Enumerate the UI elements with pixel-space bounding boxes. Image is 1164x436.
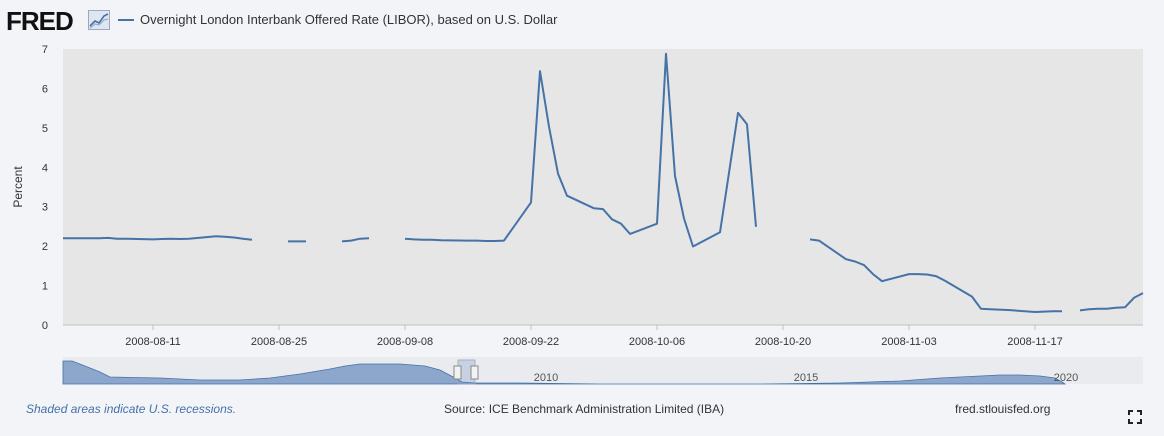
y-tick-label: 6 (42, 83, 48, 95)
y-tick-label: 3 (42, 202, 48, 214)
legend-swatch (118, 18, 134, 21)
navigator[interactable]: 2010 2015 2020 (62, 357, 1143, 385)
chart-line-icon (88, 10, 110, 30)
x-tick-label: 2008-08-11 (125, 336, 180, 348)
source-note: Source: ICE Benchmark Administration Lim… (444, 402, 725, 416)
fred-logo[interactable]: FRED (6, 6, 74, 36)
navigator-area (62, 360, 1067, 385)
y-tick-label: 4 (42, 162, 48, 174)
y-tick-label: 2 (42, 241, 48, 253)
series-lines (63, 52, 1144, 313)
chart-header: FRED Overnight London Interbank Offered … (0, 0, 1164, 40)
x-tick-label: 2008-11-03 (881, 336, 936, 348)
x-tick-label: 2008-09-08 (377, 336, 433, 348)
y-axis-label: Percent (11, 166, 25, 208)
series-line[interactable] (341, 237, 370, 243)
navigator-right-handle[interactable] (470, 365, 479, 380)
x-tick-label: 2008-09-22 (503, 336, 559, 348)
y-tick-label: 5 (42, 123, 48, 135)
navigator-tick-label: 2015 (794, 372, 818, 384)
y-tick-label: 7 (42, 44, 48, 56)
series-line[interactable] (809, 238, 1062, 313)
y-tick-label: 0 (42, 320, 48, 332)
series-line[interactable] (1079, 292, 1144, 312)
series-line[interactable] (404, 52, 757, 248)
x-tick-label: 2008-10-20 (755, 336, 811, 348)
series-line[interactable] (63, 235, 253, 241)
x-axis: 2008-08-11 2008-08-25 2008-09-08 2008-09-22… (125, 325, 1063, 348)
fullscreen-icon[interactable] (1128, 410, 1142, 424)
y-tick-label: 1 (42, 281, 48, 293)
fred-url[interactable]: fred.stlouisfed.org (955, 402, 1051, 416)
x-tick-label: 2008-11-17 (1007, 336, 1062, 348)
navigator-tick-label: 2010 (534, 372, 558, 384)
y-axis: 0 1 2 3 4 5 6 7 (42, 44, 48, 332)
navigator-tick-label: 2020 (1054, 372, 1078, 384)
x-tick-label: 2008-08-25 (251, 336, 307, 348)
chart-legend[interactable]: Overnight London Interbank Offered Rate … (118, 12, 557, 28)
navigator-left-handle[interactable] (453, 365, 462, 380)
legend-series-label: Overnight London Interbank Offered Rate … (140, 12, 558, 27)
x-tick-label: 2008-10-06 (629, 336, 685, 348)
recession-note: Shaded areas indicate U.S. recessions. (26, 402, 237, 416)
plot-area (63, 49, 1143, 325)
